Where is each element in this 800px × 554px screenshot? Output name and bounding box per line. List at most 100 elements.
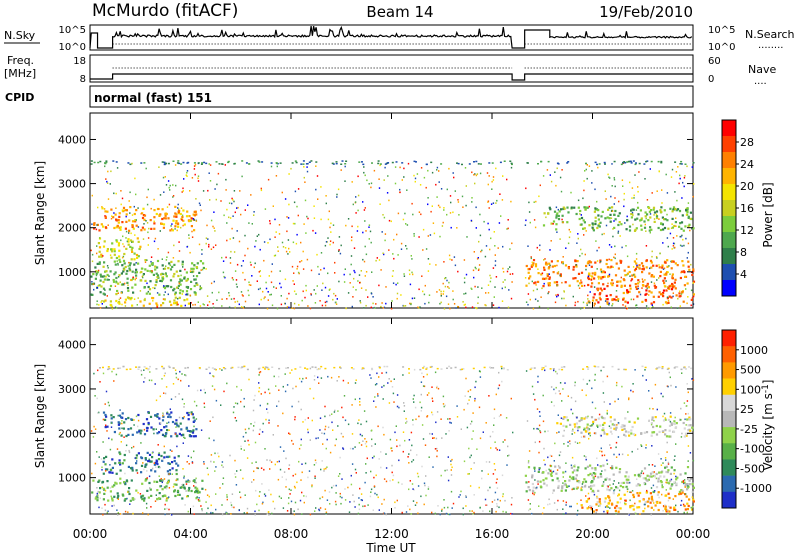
far-range-cell [504,161,506,163]
echo-cell [170,304,172,306]
scatter-cell [325,508,326,510]
scatter-cell [274,236,275,238]
scatter-cell [179,371,180,373]
echo-cell [150,495,152,497]
scatter-cell [463,508,464,510]
echo-cell [610,294,612,296]
scatter-cell [158,166,159,168]
echo-cell [647,505,649,507]
echo-cell [178,285,180,287]
scatter-cell [649,408,650,410]
scatter-cell [122,236,123,238]
scatter-cell [544,258,545,260]
echo-cell [592,272,594,274]
scatter-cell [326,241,327,243]
scatter-cell [622,304,623,306]
echo-cell [649,211,651,213]
echo-cell [617,298,619,300]
echo-cell [172,467,174,469]
scatter-cell [245,209,246,211]
colorbar-tick-label: 28 [740,136,754,149]
scatter-cell [646,444,647,446]
scatter-cell [474,462,475,464]
echo-cell [115,219,117,221]
scatter-cell [318,273,319,275]
scatter-cell [443,261,444,263]
scatter-cell [421,394,422,396]
scatter-cell [575,382,576,384]
scatter-cell [415,178,416,180]
scatter-cell [207,508,208,510]
echo-cell [188,418,190,420]
echo-cell [598,282,600,284]
scatter-cell [102,487,103,489]
echo-cell [593,472,595,474]
scatter-cell [317,377,318,379]
scatter-cell [293,475,294,477]
scatter-cell [264,241,265,243]
scatter-cell [214,188,215,190]
echo-cell [182,263,184,265]
far-range-cell [233,163,235,165]
scatter-cell [177,207,178,209]
far-range-cell [99,367,101,369]
scatter-cell [653,420,654,422]
scatter-cell [394,507,395,509]
scatter-cell [186,496,187,498]
far-range-cell [658,161,660,163]
scatter-cell [584,455,585,457]
echo-cell [179,433,181,435]
scatter-cell [447,286,448,288]
scatter-cell [244,512,245,514]
scatter-cell [537,289,538,291]
scatter-cell [310,368,311,370]
scatter-cell [195,478,196,480]
echo-cell [654,221,656,223]
scatter-cell [289,489,290,491]
colorbar-swatch [722,427,736,443]
scatter-cell [168,481,169,483]
echo-cell [159,280,161,282]
echo-cell [585,265,587,267]
scatter-cell [441,302,442,304]
scatter-cell [113,380,114,382]
scatter-cell [355,201,356,203]
scatter-cell [365,443,366,445]
scatter-cell [508,268,509,270]
far-range-cell [604,163,606,165]
echo-cell [165,215,167,217]
echo-cell [637,282,639,284]
scatter-cell [240,214,241,216]
scatter-cell [364,220,365,222]
scatter-cell [228,217,229,219]
echo-cell [602,465,604,467]
scatter-cell [431,386,432,388]
echo-cell [123,207,125,209]
scatter-cell [644,508,645,510]
scatter-cell [587,164,588,166]
far-range-cell [105,160,107,162]
scatter-cell [335,492,336,494]
scatter-cell [318,437,319,439]
scatter-cell [197,178,198,180]
echo-cell [587,424,589,426]
scatter-cell [451,459,452,461]
scatter-cell [501,381,502,383]
far-range-cell [425,368,427,370]
x-tick-label: 08:00 [274,527,309,541]
scatter-cell [156,494,157,496]
scatter-cell [495,492,496,494]
echo-cell [613,474,615,476]
scatter-cell [234,460,235,462]
scatter-cell [353,278,354,280]
far-range-cell [126,369,128,371]
echo-cell [598,218,600,220]
echo-cell [137,237,139,239]
scatter-cell [534,479,535,481]
echo-cell [103,246,105,248]
echo-cell [589,505,591,507]
scatter-cell [576,486,577,488]
scatter-cell [294,303,295,305]
scatter-cell [111,497,112,499]
echo-cell [634,219,636,221]
